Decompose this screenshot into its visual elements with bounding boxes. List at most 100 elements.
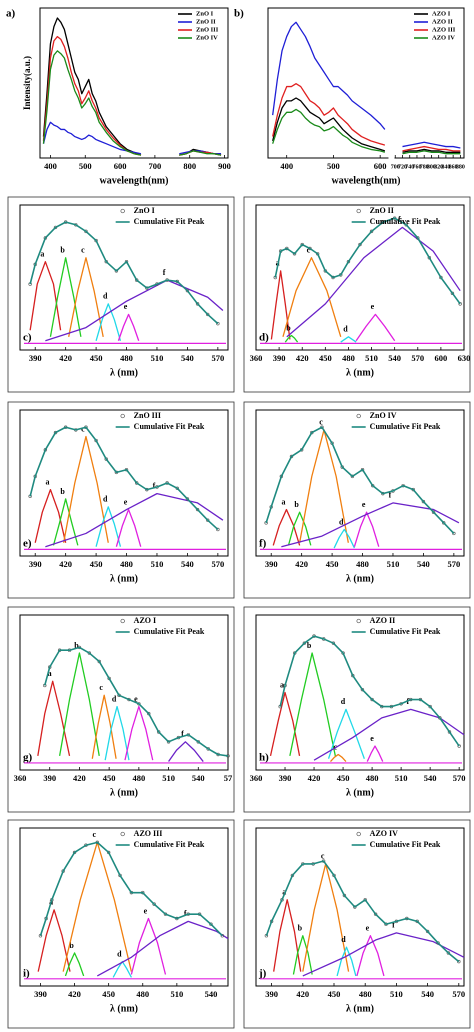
fit-peak [356, 935, 385, 977]
data-point [196, 740, 200, 744]
fit-peak [45, 279, 224, 342]
data-point [452, 531, 456, 536]
fit-peak [91, 694, 117, 759]
axis-break [388, 155, 395, 161]
plot-frame [255, 614, 465, 771]
legend-marker [120, 618, 125, 624]
peak-label: e [124, 497, 128, 506]
x-axis-label: λ (nm) [346, 787, 374, 798]
legend-label: Cumulative Fit Peak [134, 627, 205, 636]
x-tick-label: 420 [296, 989, 309, 999]
panel-border [7, 819, 235, 1029]
legend-label: Cumulative Fit Peak [370, 840, 441, 849]
peak-label: c [319, 418, 323, 427]
fit-peak [340, 336, 357, 343]
legend-marker [356, 618, 361, 624]
fit-peak [272, 508, 301, 546]
fit-peak [112, 960, 132, 978]
x-tick-label: 390 [265, 559, 278, 569]
plot-frame [19, 409, 229, 557]
legend-label: AZO III [432, 26, 456, 33]
peak-label: f [153, 481, 156, 490]
fit-peak [289, 652, 336, 757]
peak-label: c [307, 246, 311, 255]
data-point [152, 902, 156, 906]
peak-label: e [144, 906, 148, 915]
panel-label: a) [6, 8, 16, 20]
x-tick-label: 540 [388, 353, 401, 363]
x-tick-label: 570 [447, 559, 460, 569]
fit-peak [115, 508, 142, 547]
plot-frame [267, 7, 465, 159]
series-line [272, 97, 461, 153]
series-line [265, 860, 460, 963]
legend-label: Cumulative Fit Peak [370, 422, 441, 431]
x-tick-label: 780 [420, 164, 429, 170]
data-point [369, 229, 374, 234]
x-tick-label: 500 [327, 161, 340, 171]
peak-label: b [69, 941, 74, 950]
legend-label: ZnO IV [196, 34, 218, 41]
fit-peak [270, 270, 291, 340]
x-tick-label: 480 [120, 353, 133, 363]
fit-peak [330, 753, 347, 762]
x-tick-label: 360 [14, 773, 27, 783]
peak-label: e [366, 924, 370, 933]
x-tick-label: 510 [170, 989, 183, 999]
panel-border [243, 401, 471, 599]
fit-peak [124, 705, 154, 761]
x-tick-label: 860 [449, 164, 458, 170]
fit-peak [282, 257, 342, 338]
data-point [195, 507, 200, 512]
fit-peak [333, 528, 356, 549]
legend-label: ZnO III [196, 26, 219, 33]
x-tick-label: 510 [151, 559, 164, 569]
peak-label: b [60, 487, 65, 496]
peak-label: e [124, 302, 128, 311]
x-tick-label: 800 [183, 161, 196, 171]
x-tick-label: 600 [374, 161, 387, 171]
x-tick-label: 480 [136, 989, 149, 999]
legend-label: AZO I [432, 10, 451, 17]
peak-label: f [392, 921, 395, 930]
peak-label: b [74, 641, 79, 650]
fit-peak [95, 506, 122, 547]
fit-peak [302, 863, 350, 972]
plot-frame [19, 827, 229, 987]
legend-marker [356, 413, 361, 419]
peak-label: f [163, 268, 166, 277]
panel-label: b) [234, 8, 244, 20]
fit-peak [284, 334, 299, 343]
x-tick-label: 900 [218, 161, 231, 171]
series-line [272, 108, 461, 155]
fit-peak [302, 932, 465, 977]
fit-peak [68, 257, 104, 337]
fit-peak [269, 691, 301, 757]
peak-label: d [117, 949, 122, 958]
legend-marker [120, 413, 125, 419]
x-tick-label: 540 [181, 353, 194, 363]
x-tick-label: 700 [391, 164, 400, 170]
data-point [209, 922, 213, 926]
peak-label: d [112, 694, 117, 703]
peak-label: c [99, 683, 103, 692]
x-tick-label: 420 [59, 353, 72, 363]
x-tick-label: 480 [356, 559, 369, 569]
x-tick-label: 540 [424, 773, 437, 783]
legend-label: AZO II [432, 18, 453, 25]
panel-border [7, 196, 235, 393]
x-tick-label: 390 [29, 353, 42, 363]
series-line [42, 17, 222, 156]
x-tick-label: 510 [151, 353, 164, 363]
peak-label: a [48, 669, 52, 678]
fit-peak [45, 492, 224, 548]
series-line [29, 221, 219, 325]
x-tick-label: 570 [211, 559, 224, 569]
x-tick-label: 570 [411, 353, 424, 363]
peak-label: d [341, 697, 346, 706]
legend-label: AZO IV [370, 829, 398, 838]
plot-frame [255, 827, 465, 987]
x-tick-label: 500 [79, 161, 92, 171]
x-tick-label: 600 [114, 161, 127, 171]
x-tick-label: 510 [390, 989, 403, 999]
